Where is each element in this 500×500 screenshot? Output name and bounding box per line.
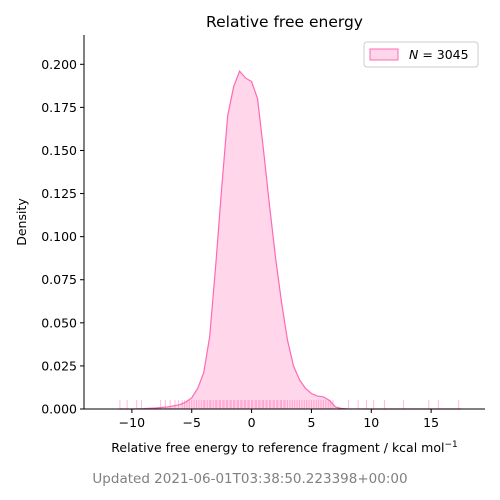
y-tick-label: 0.200 [41, 57, 77, 72]
footer-updated-timestamp: Updated 2021-06-01T03:38:50.223398+00:00 [92, 471, 408, 487]
x-axis-label-main: Relative free energy to reference fragme… [111, 440, 444, 455]
x-tick-label: −5 [183, 415, 201, 430]
y-axis-ticks: 0.000 0.025 0.050 0.075 0.100 0.125 0.150 0.175… [41, 57, 84, 417]
density-area-fill [119, 71, 462, 409]
plot-area [119, 70, 462, 410]
legend: N = 3045 [363, 41, 479, 68]
x-tick-label: −10 [119, 415, 145, 430]
density-curve [119, 70, 462, 410]
legend-label-var: N [409, 47, 419, 62]
legend-frame [363, 41, 479, 68]
y-tick-label: 0.025 [41, 358, 77, 373]
y-tick-label: 0.050 [41, 315, 77, 330]
x-tick-label: 5 [307, 415, 315, 430]
y-axis-label: Density [14, 198, 29, 246]
x-axis-label: Relative free energy to reference fragme… [111, 440, 458, 455]
y-tick-label: 0.175 [41, 100, 77, 115]
x-tick-label: 10 [363, 415, 379, 430]
y-tick-label: 0.125 [41, 186, 77, 201]
y-tick-label: 0.100 [41, 229, 77, 244]
y-tick-label: 0.075 [41, 272, 77, 287]
legend-label: N = 3045 [409, 47, 469, 62]
rug-marks [119, 400, 460, 409]
legend-label-equals: = [418, 47, 436, 62]
x-axis-label-superscript: −1 [444, 440, 457, 450]
y-tick-label: 0.150 [41, 143, 77, 158]
chart-title: Relative free energy [206, 13, 363, 31]
legend-swatch [369, 48, 399, 61]
x-axis-ticks: −10 −5 0 5 10 15 [119, 409, 439, 430]
x-tick-label: 15 [423, 415, 439, 430]
legend-label-value: 3045 [437, 47, 469, 62]
x-tick-label: 0 [248, 415, 256, 430]
y-tick-label: 0.000 [41, 402, 77, 417]
